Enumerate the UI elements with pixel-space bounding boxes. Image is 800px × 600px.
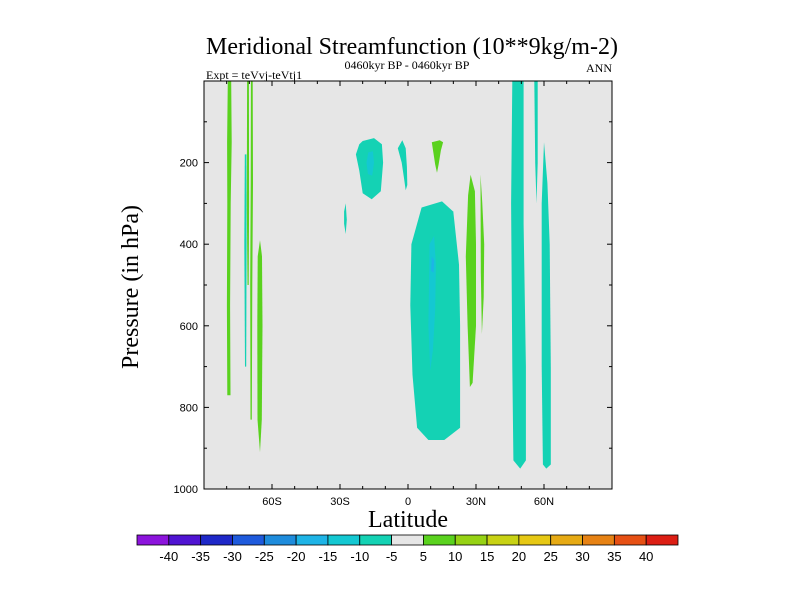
x-tick-label: 60S — [262, 496, 282, 508]
colorbar-box — [486, 534, 520, 546]
x-axis-ticks: 60S 30S 0 30N 60N — [226, 81, 590, 508]
contour-tropical-neg-cell — [410, 201, 461, 440]
colorbar-box — [613, 534, 647, 546]
contour-upper-neg-small — [397, 140, 408, 191]
season-label: ANN — [586, 61, 612, 75]
chart-title: Meridional Streamfunction (10**9kg/m-2) — [206, 34, 618, 60]
colorbar-box — [582, 534, 615, 546]
colorbar-box — [423, 534, 456, 546]
colorbar-label: 10 — [448, 549, 462, 564]
colorbar-box — [232, 534, 265, 546]
contour-nh-neg-band-2 — [541, 142, 551, 469]
colorbar-label: -10 — [350, 549, 369, 564]
contour-sh-narrow-band-5 — [257, 240, 263, 453]
contour-regions — [226, 81, 551, 469]
contour-sh-thin-band-3 — [246, 81, 250, 285]
contour-tropical-neg-core — [428, 236, 436, 371]
y-axis-label: Pressure (in hPa) — [118, 205, 144, 369]
contour-nh-neg-sliver — [534, 81, 538, 204]
y-tick-label: 800 — [180, 402, 198, 414]
colorbar-label: -35 — [191, 549, 210, 564]
x-tick-label: 0 — [405, 496, 411, 508]
contour-tropical-pos-thin — [480, 174, 485, 334]
contour-sh-thin-band-2 — [244, 154, 247, 367]
colorbar-label: 40 — [639, 549, 653, 564]
colorbar-box — [263, 534, 297, 546]
colorbar-box — [359, 534, 392, 546]
y-tick-label: 1000 — [174, 484, 198, 496]
y-tick-label: 600 — [180, 321, 198, 333]
colorbar-label: 5 — [420, 549, 427, 564]
colorbar-label: -5 — [386, 549, 398, 564]
colorbar-box — [550, 534, 583, 546]
colorbar-label: -15 — [319, 549, 338, 564]
colorbar-box — [295, 534, 329, 546]
contour-nh-neg-band — [511, 81, 526, 469]
contour-mid-neg-dot — [344, 203, 347, 234]
colorbar-box — [200, 534, 233, 546]
colorbar-box — [391, 534, 424, 546]
x-tick-label: 60N — [534, 496, 554, 508]
colorbar-label: -30 — [223, 549, 242, 564]
colorbar-label: 15 — [480, 549, 494, 564]
contour-tropical-pos-band — [465, 174, 476, 387]
contour-tropical-neg-eye — [431, 256, 435, 273]
y-tick-label: 400 — [180, 239, 198, 251]
x-axis-label: Latitude — [368, 507, 448, 533]
contour-upper-pos-small — [431, 140, 444, 173]
colorbar-label: -20 — [287, 549, 306, 564]
contour-upper-neg-core — [366, 151, 374, 176]
period-label: 0460kyr BP - 0460kyr BP — [345, 58, 470, 72]
colorbar: -40 -35 -30 -25 -20 -15 -10 -5 5 10 15 20 25 30 35 40 — [136, 534, 679, 564]
colorbar-label: -25 — [255, 549, 274, 564]
experiment-label: Expt = teVvj-teVtj1 — [206, 68, 302, 82]
colorbar-box — [168, 534, 202, 546]
contour-sh-narrow-band-4 — [250, 81, 253, 420]
colorbar-label: -40 — [159, 549, 178, 564]
x-tick-label: 30S — [330, 496, 350, 508]
colorbar-label: 25 — [543, 549, 557, 564]
colorbar-box — [518, 534, 552, 546]
y-tick-label: 200 — [180, 158, 198, 170]
x-tick-label: 30N — [466, 496, 486, 508]
colorbar-label: 30 — [575, 549, 589, 564]
colorbar-box — [136, 534, 170, 546]
colorbar-box — [454, 534, 488, 546]
y-axis-ticks: 200 400 600 800 1000 — [174, 121, 612, 496]
colorbar-label: 20 — [512, 549, 526, 564]
contour-sh-narrow-band-1 — [226, 81, 232, 396]
colorbar-box — [327, 534, 361, 546]
colorbar-box — [645, 534, 679, 546]
colorbar-label: 35 — [607, 549, 621, 564]
